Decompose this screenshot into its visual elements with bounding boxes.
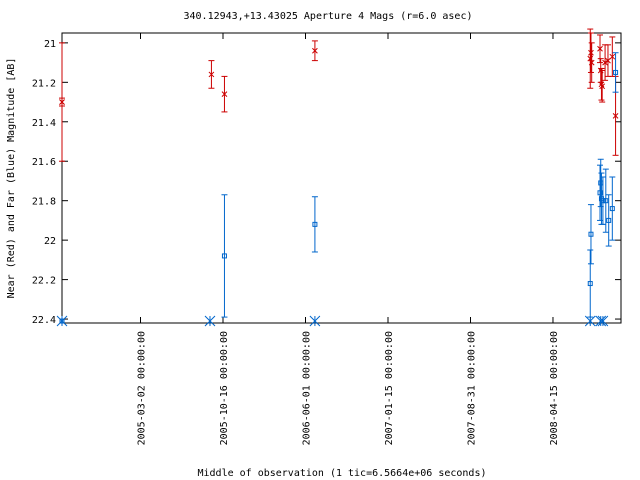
- data-points: [56, 45, 619, 327]
- y-tick-label: 21.2: [32, 78, 56, 89]
- x-tick-label: 2008-04-15 00:00:00: [549, 331, 560, 445]
- far-magnitude-point: [588, 231, 594, 237]
- near-magnitude-point: [588, 59, 595, 66]
- x-tick-label: 2005-10-16 00:00:00: [219, 331, 230, 445]
- limit-point: [56, 315, 68, 327]
- marker-stroke: [588, 59, 595, 66]
- marker-stroke: [588, 49, 594, 56]
- x-tick-label: 2005-03-02 00:00:00: [137, 331, 148, 445]
- near-magnitude-point: [602, 59, 608, 66]
- axis-ticks: 21 21.2 21.4 21.6 21.8 22 22.2 22.4 2005-03-02 0…: [32, 33, 621, 445]
- limit-point: [204, 315, 216, 327]
- y-tick-label: 21.4: [32, 118, 56, 129]
- y-axis-label: Near (Red) and Far (Blue) Magnitude [AB]: [6, 58, 17, 299]
- far-magnitude-point: [603, 198, 609, 204]
- limit-point: [597, 315, 609, 327]
- far-magnitude-point: [606, 217, 612, 223]
- near-magnitude-point: [221, 91, 228, 98]
- marker-stroke: [208, 71, 215, 78]
- marker-stroke: [312, 47, 318, 54]
- limit-point: [584, 315, 596, 327]
- marker-stroke: [599, 83, 606, 90]
- far-magnitude-point: [597, 190, 603, 196]
- far-magnitude-point: [600, 198, 606, 204]
- marker-stroke: [598, 81, 605, 88]
- marker-stroke: [59, 99, 65, 105]
- near-magnitude-point: [588, 49, 594, 56]
- marker-stroke: [221, 91, 228, 98]
- x-tick-label: 2007-08-31 00:00:00: [466, 331, 477, 445]
- y-tick-label: 22.4: [32, 315, 56, 326]
- y-tick-label: 22: [44, 236, 56, 247]
- y-tick-label: 21.6: [32, 157, 56, 168]
- x-tick-label: 2007-01-15 00:00:00: [384, 331, 395, 445]
- near-magnitude-point: [597, 45, 603, 52]
- far-magnitude-point: [609, 206, 615, 212]
- y-tick-label: 21: [44, 39, 56, 50]
- far-magnitude-point: [598, 180, 604, 186]
- near-magnitude-point: [208, 71, 215, 78]
- near-magnitude-point: [59, 99, 65, 105]
- x-tick-label: 2006-06-01 00:00:00: [301, 331, 312, 445]
- marker-stroke: [612, 113, 619, 119]
- near-magnitude-point: [587, 55, 594, 62]
- y-tick-label: 22.2: [32, 276, 56, 287]
- near-magnitude-point: [597, 67, 604, 74]
- chart-title: 340.12943,+13.43025 Aperture 4 Mags (r=6…: [184, 11, 473, 22]
- y-tick-label: 21.8: [32, 197, 56, 208]
- marker-stroke: [587, 55, 594, 62]
- marker-stroke: [597, 67, 604, 74]
- far-magnitude-point: [613, 69, 619, 75]
- far-magnitude-point: [312, 221, 318, 227]
- x-axis-label: Middle of observation (1 tic=6.5664e+06 …: [198, 468, 487, 479]
- plot-frame: [61, 32, 622, 324]
- near-magnitude-point: [609, 53, 616, 60]
- limit-point: [309, 315, 321, 327]
- near-magnitude-point: [612, 113, 619, 119]
- near-magnitude-point: [599, 83, 606, 90]
- error-bars: [59, 28, 619, 318]
- marker-stroke: [597, 45, 603, 52]
- far-magnitude-point: [587, 281, 593, 287]
- marker-stroke: [609, 53, 616, 60]
- near-magnitude-point: [312, 47, 318, 54]
- marker-stroke: [602, 59, 608, 66]
- far-magnitude-point: [221, 253, 227, 259]
- limit-point: [595, 315, 607, 327]
